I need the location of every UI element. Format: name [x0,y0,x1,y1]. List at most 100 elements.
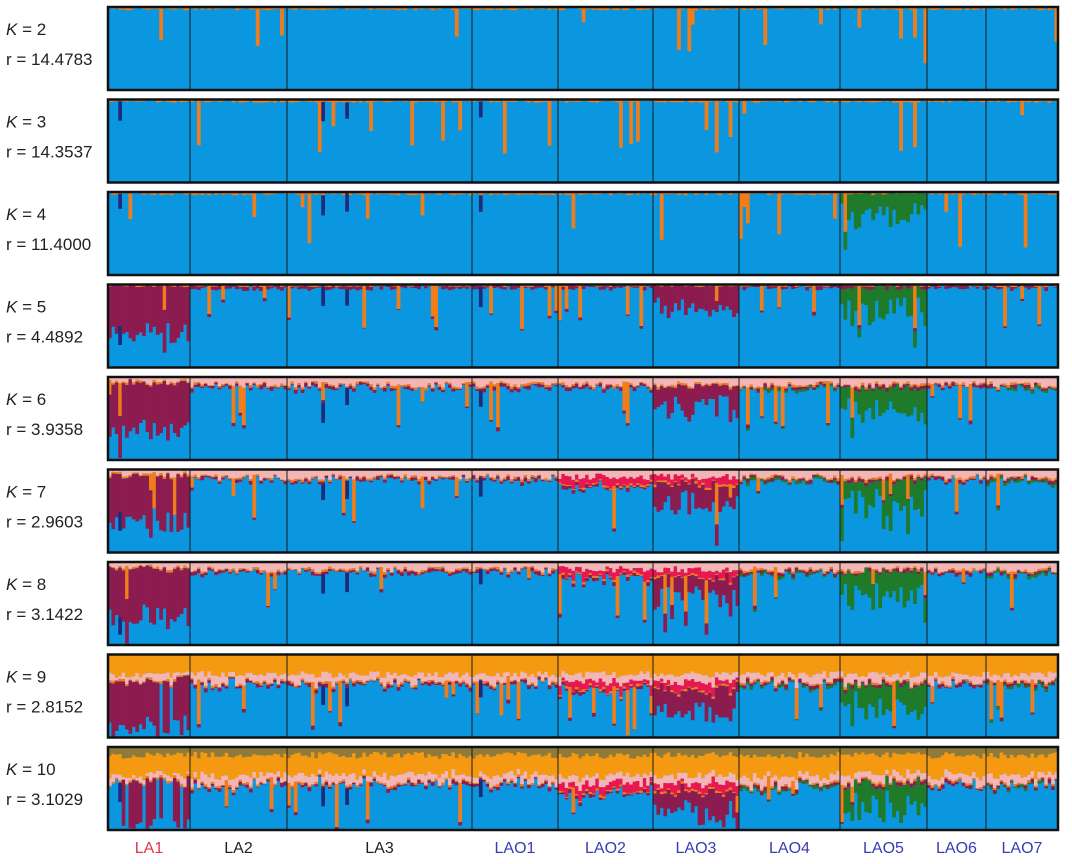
individual-bar-green [874,572,879,584]
individual-bar-orange [728,484,733,498]
individual-bar-orange [780,572,785,574]
individual-bar-maroon [933,285,938,290]
individual-bar-pink [561,469,566,474]
individual-bar-orange [207,678,212,681]
individual-bar-pink [888,562,893,570]
individual-bar-maroon [434,327,439,331]
individual-bar-pink [986,562,990,572]
individual-bar-maroon [944,382,949,386]
individual-bar-maroon [728,286,733,310]
individual-bar-maroon [530,567,535,572]
individual-bar-pink [451,469,456,476]
individual-bar-maroon [836,285,841,288]
individual-bar-orange [393,7,397,10]
individual-bar-orange [933,567,938,569]
individual-bar-pink [933,377,938,383]
individual-bar-navy [118,511,122,531]
individual-bar-pink [585,469,589,475]
individual-bar-orange [334,284,339,288]
individual-bar-pink [759,469,764,479]
individual-bar-maroon [241,286,246,291]
individual-bar-pink [1051,562,1055,572]
individual-bar-maroon [846,570,851,572]
individual-bar-orange [808,192,813,196]
individual-bar-pink [1003,469,1007,480]
individual-bar-orange [269,571,274,574]
individual-bar-maroon [448,384,452,388]
individual-bar-pink [297,377,302,384]
individual-bar-pink [822,562,827,572]
individual-bar-orange [238,99,243,103]
individual-bar-pink [958,469,963,478]
individual-bar-red [622,568,627,572]
individual-bar-pink [916,377,921,386]
individual-bar-orange [878,571,883,573]
individual-bar-pink [687,562,692,569]
individual-bar-maroon [947,385,952,389]
individual-bar-orange [300,192,305,208]
individual-bar-maroon [1047,386,1052,389]
individual-bar-pink [843,469,848,479]
individual-bar-orange [1016,569,1021,571]
individual-bar-orange [365,192,370,219]
individual-bar-orange [149,473,153,491]
individual-bar-maroon [420,683,425,686]
individual-bar-pink [454,562,459,569]
individual-bar-maroon [1006,285,1011,288]
individual-bar-pink [752,377,757,388]
individual-bar-amber [595,654,600,673]
individual-bar-maroon [314,573,319,576]
individual-bar-amber [328,654,332,674]
individual-bar-red [725,567,729,572]
individual-bar-amber [625,654,630,676]
individual-bar-maroon [1020,298,1025,302]
individual-bar-orange [393,566,397,569]
individual-bar-pink [999,377,1004,384]
individual-bar-maroon [169,383,174,424]
individual-bar-maroon [588,685,593,688]
individual-bar-amber [489,654,493,677]
individual-bar-pink [895,469,900,479]
individual-bar-orange [588,99,593,103]
individual-bar-amber [410,654,415,677]
individual-bar-orange [843,384,848,386]
individual-bar-pink [461,562,466,568]
individual-bar-orange [520,284,524,330]
individual-bar-maroon [1003,385,1007,387]
individual-bar-pink [468,377,473,382]
individual-bar-orange [745,571,750,573]
individual-bar-maroon [860,385,865,388]
individual-bar-maroon [441,568,445,572]
individual-bar-orange [273,99,277,103]
individual-bar-pink [544,562,548,568]
individual-bar-orange [138,683,143,685]
individual-bar-orange [982,567,987,570]
individual-bar-maroon [680,285,685,300]
individual-bar-amber [118,654,122,677]
individual-bar-pink [307,469,312,480]
individual-bar-maroon [348,476,353,479]
individual-bar-orange [930,571,935,573]
individual-bar-red [697,567,702,578]
individual-bar-orange [472,7,476,10]
individual-bar-pink [321,562,325,570]
individual-bar-maroon [108,682,112,723]
individual-bar-pink [591,469,596,479]
individual-bar-amber [482,654,487,674]
individual-bar-maroon [509,682,514,685]
individual-bar-orange [1054,386,1059,389]
individual-bar-amber [417,654,421,673]
individual-bar-red [625,682,630,691]
individual-bar-maroon [933,383,938,385]
individual-bar-orange [992,570,997,572]
individual-bar-pink [909,469,914,474]
individual-bar-maroon [846,480,851,484]
individual-bar-pink [885,562,890,570]
individual-bar-pink [608,469,613,479]
individual-bar-orange [128,192,133,220]
individual-bar-pink [331,377,336,386]
individual-bar-orange [975,7,980,10]
individual-bar-orange [756,568,761,571]
individual-bar-orange [979,569,983,571]
individual-bar-orange [551,474,555,476]
